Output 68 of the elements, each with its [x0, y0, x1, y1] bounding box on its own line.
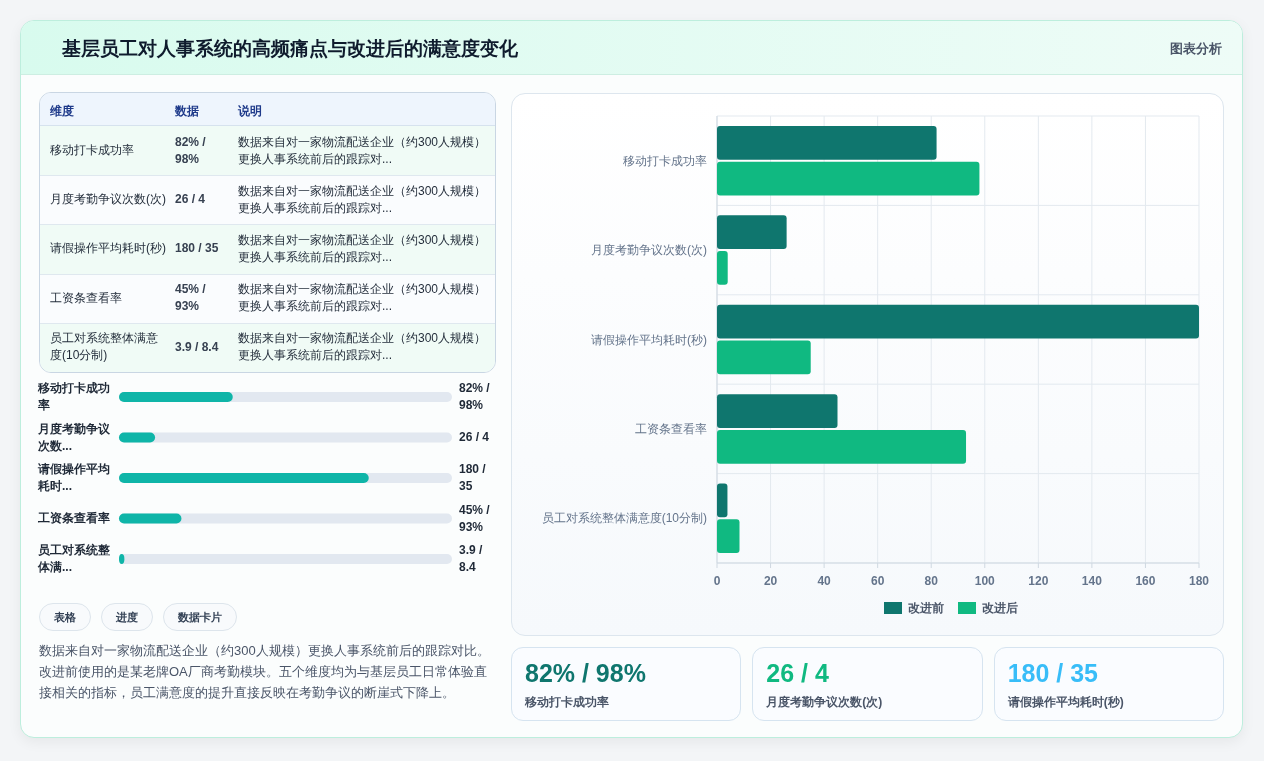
- text: 数据来自对一家物流配送企业（约300人规模）更换人事系统前后的跟踪对...: [238, 281, 488, 316]
- x-tick-label: 100: [974, 574, 996, 588]
- text: 数据来自对一家物流配送企业（约300人规模）更换人事系统前后的跟踪对...: [238, 133, 488, 168]
- text: 进度: [101, 603, 153, 631]
- y-tick-label: 员工对系统整体满意度(10分制): [541, 511, 707, 526]
- bar: [717, 394, 838, 428]
- y-tick-label: 员工对系统整体满...: [38, 542, 111, 576]
- text: 数据卡片: [163, 603, 237, 631]
- x-tick-label: 20: [763, 574, 778, 588]
- bar: [717, 125, 937, 160]
- legend-label: 改进后: [982, 601, 1018, 615]
- y-tick-label: 月度考勤争议次数(次): [591, 243, 707, 258]
- data-label: 45% / 93%: [459, 501, 491, 536]
- text: 移动打卡成功率: [525, 694, 609, 711]
- text: 数据来自对一家物流配送企业（约300人规模）更换人事系统前后的跟踪对...: [238, 232, 488, 266]
- bar: [717, 251, 728, 285]
- text: 180 / 35: [175, 240, 219, 258]
- y-tick-label: 请假操作平均耗时...: [38, 461, 111, 495]
- data-label: 82% / 98%: [459, 380, 491, 414]
- text: 基层员工对人事系统的高频痛点与改进后的满意度变化: [62, 37, 518, 61]
- text: 数据来自对一家物流配送企业（约300人规模）更换人事系统前后的跟踪对比。改进前使用的是某老牌OA厂商考勤模块。五个维度均为与基层员工日常体验直接相关的指标，员工满意度的提升直接反映在考勤争议的断崖式下降上。: [39, 642, 491, 702]
- text: 180 / 35: [1007, 659, 1099, 688]
- y-tick-label: 移动打卡成功率: [38, 380, 111, 414]
- x-tick-label: 60: [870, 574, 885, 588]
- x-tick-label: 180: [1188, 574, 1210, 588]
- text: 请假操作平均耗时(秒): [1007, 694, 1124, 711]
- text: 26 / 4: [766, 659, 829, 688]
- text: 工资条查看率: [50, 289, 122, 307]
- text: 移动打卡成功率: [50, 142, 134, 160]
- text: 3.9 / 8.4: [175, 338, 219, 356]
- y-tick-label: 移动打卡成功率: [623, 153, 707, 168]
- legend-label: 改进前: [908, 601, 944, 615]
- text: 82% / 98%: [525, 659, 646, 688]
- x-tick-label: 0: [713, 574, 721, 588]
- bar: [717, 215, 787, 250]
- text: 说明: [238, 103, 262, 120]
- y-tick-label: 工资条查看率: [635, 421, 707, 436]
- bar: [717, 519, 740, 554]
- text: 维度: [50, 103, 74, 120]
- y-tick-label: 请假操作平均耗时(秒): [591, 332, 707, 347]
- x-tick-label: 40: [817, 574, 832, 588]
- bar: [717, 161, 980, 196]
- bar: [717, 304, 1199, 339]
- data-label: 26 / 4: [459, 429, 490, 446]
- x-tick-label: 140: [1081, 574, 1103, 588]
- y-tick-label: 工资条查看率: [38, 510, 110, 527]
- data-label: 180 / 35: [459, 461, 487, 495]
- text: 月度考勤争议次数(次): [50, 191, 166, 209]
- text: 数据来自对一家物流配送企业（约300人规模）更换人事系统前后的跟踪对...: [238, 182, 488, 217]
- bar: [717, 429, 967, 464]
- text: 数据: [175, 103, 199, 120]
- x-tick-label: 80: [924, 574, 939, 588]
- bar: [717, 483, 728, 518]
- text: 数据来自对一家物流配送企业（约300人规模）更换人事系统前后的跟踪对...: [238, 330, 488, 365]
- x-tick-label: 120: [1028, 574, 1049, 588]
- text: 请假操作平均耗时(秒): [50, 240, 166, 258]
- text: 表格: [39, 603, 91, 631]
- x-tick-label: 160: [1135, 574, 1156, 588]
- text: 45% / 93%: [175, 281, 207, 316]
- data-label: 3.9 / 8.4: [459, 542, 484, 576]
- y-tick-label: 月度考勤争议次数...: [38, 420, 111, 455]
- text: 图表分析: [1170, 40, 1222, 58]
- text: 月度考勤争议次数(次): [766, 694, 883, 711]
- text: 82% / 98%: [175, 133, 207, 168]
- bar: [119, 513, 182, 524]
- bar: [119, 432, 156, 443]
- text: 26 / 4: [175, 191, 206, 209]
- bar: [717, 340, 811, 375]
